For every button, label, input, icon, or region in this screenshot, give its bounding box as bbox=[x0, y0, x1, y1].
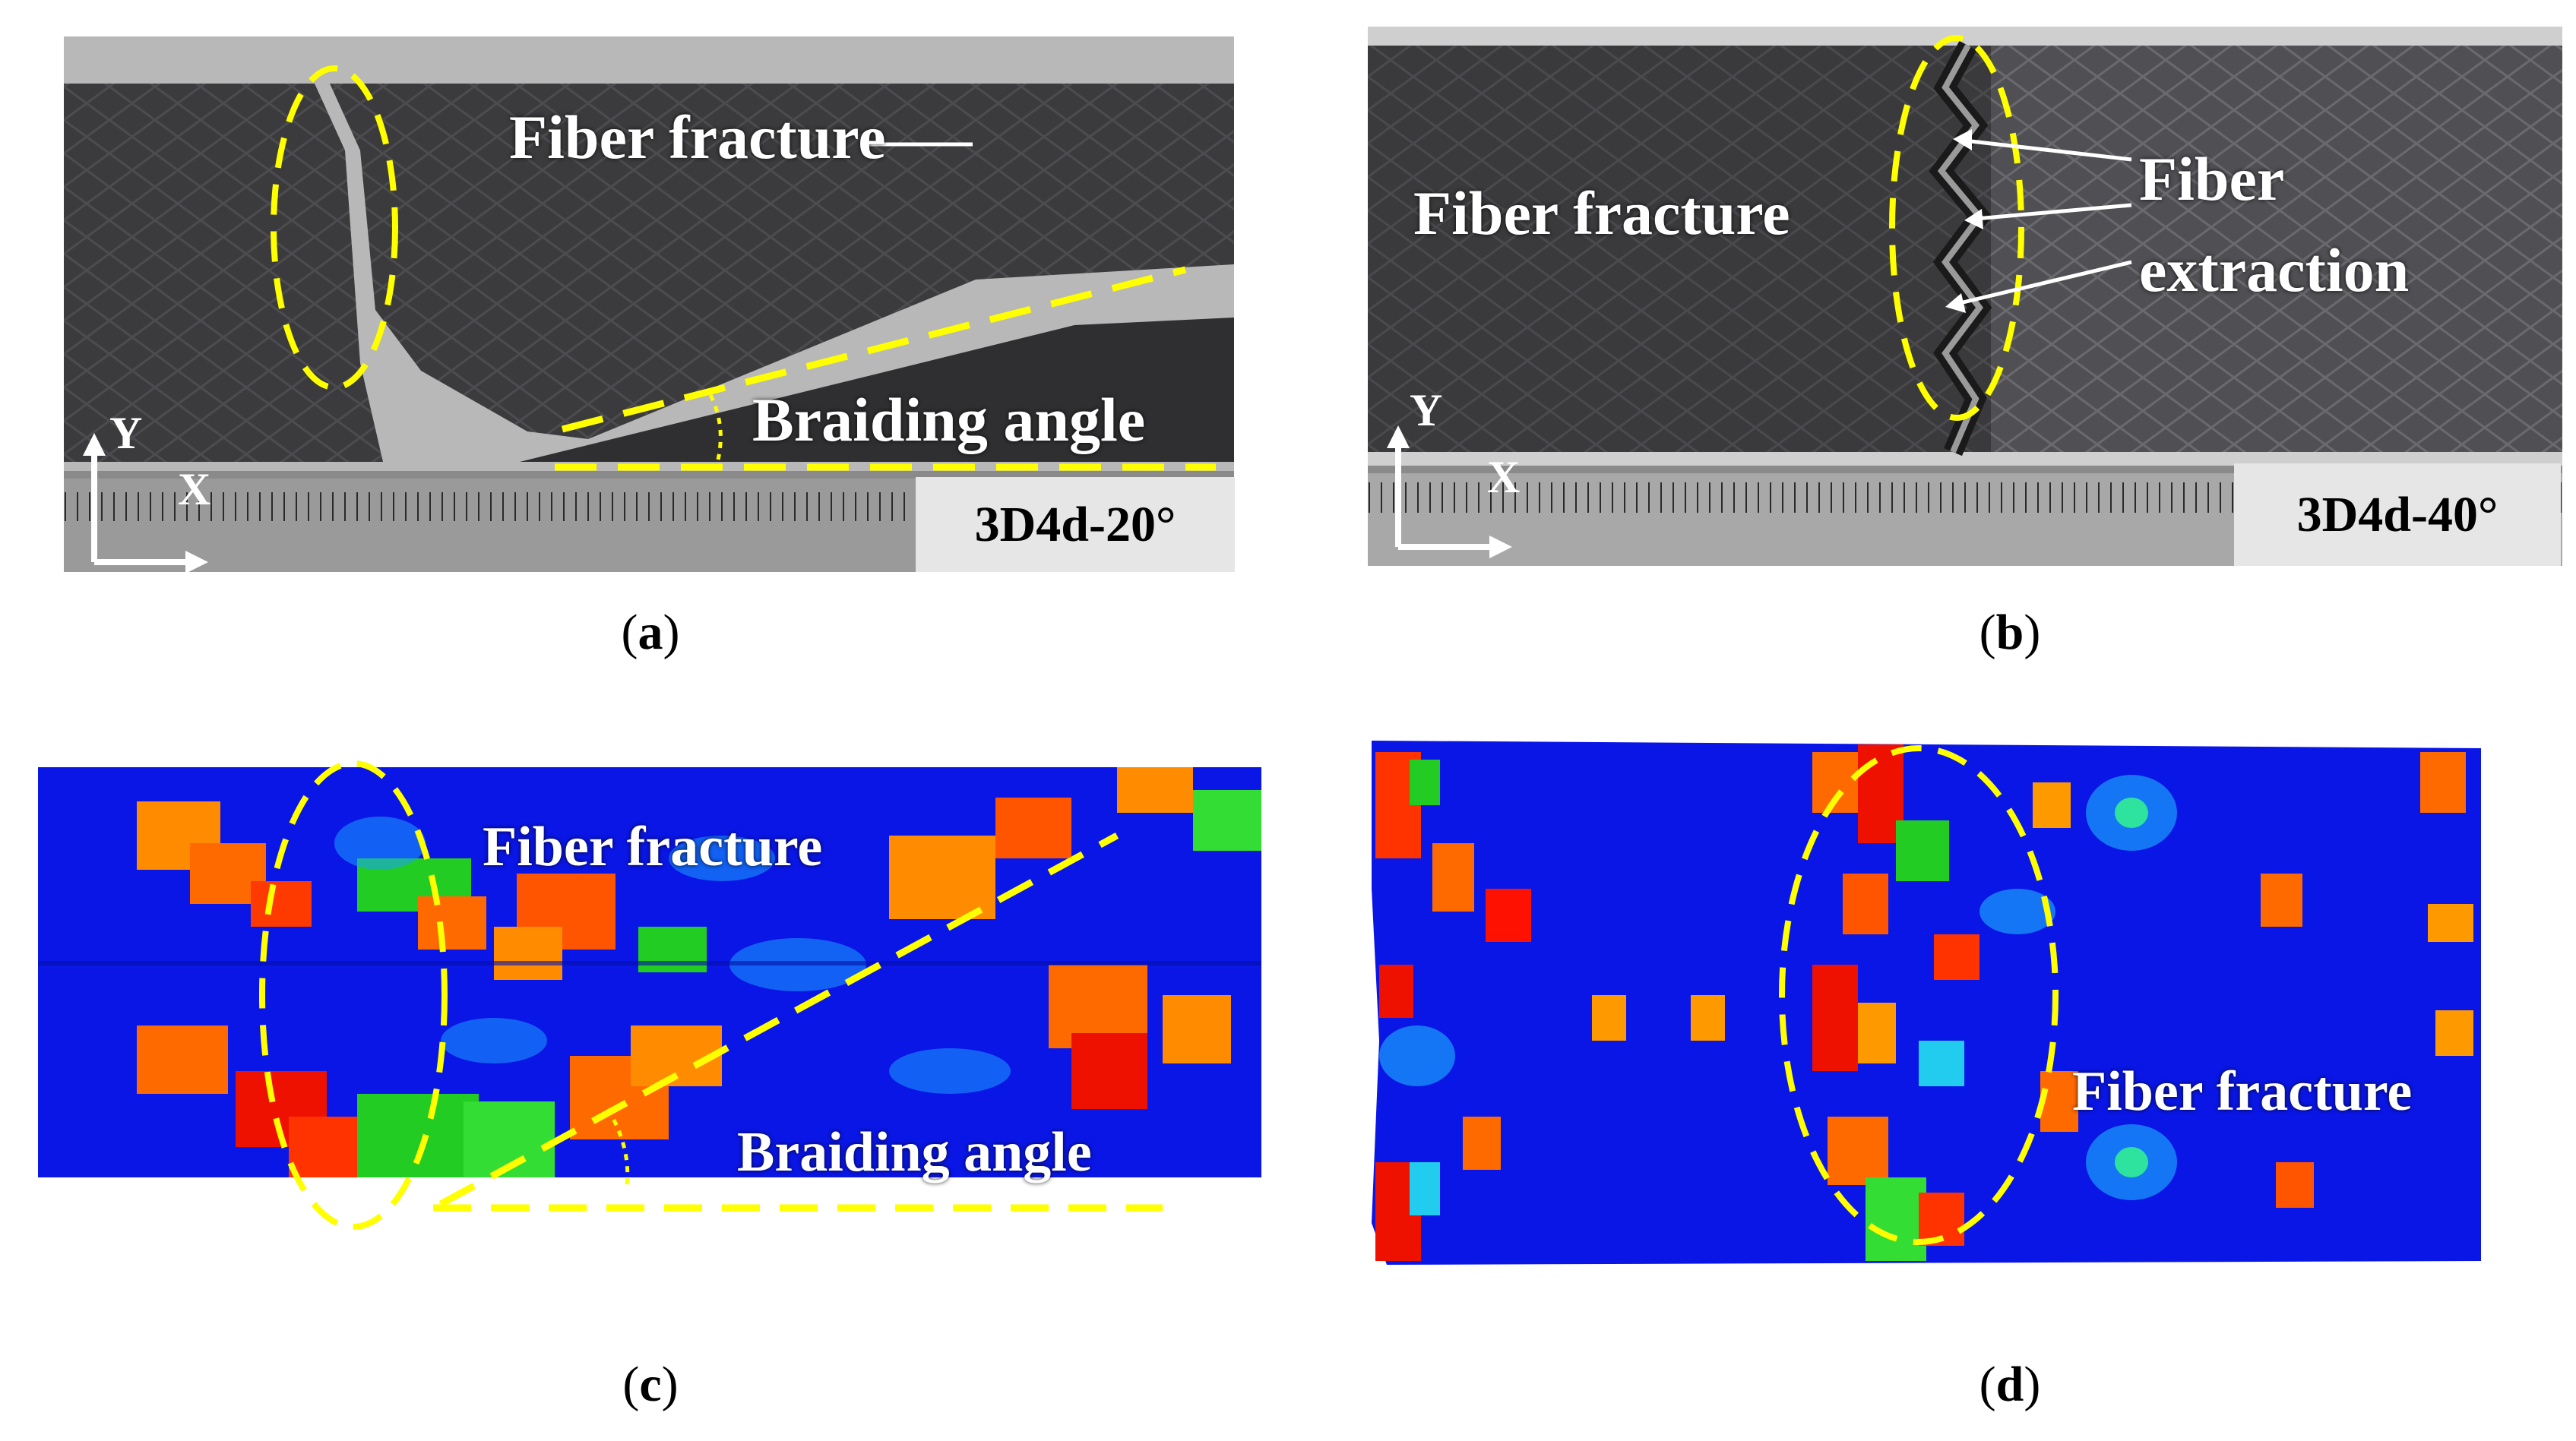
highlight-overlay-c bbox=[259, 760, 1163, 1230]
axis-y-label-b: Y bbox=[1410, 385, 1443, 435]
axis-x-label-b: X bbox=[1487, 452, 1521, 502]
panel-d: Fiber fracture (d) bbox=[1288, 699, 2576, 1441]
caption-c: (c) bbox=[622, 1357, 679, 1412]
caption-d: (d) bbox=[1979, 1357, 2041, 1412]
panel-c: Fiber fracture Braiding angle (c) bbox=[0, 699, 1288, 1441]
axis-indicator-a bbox=[83, 433, 208, 574]
simulation-damage-map-d bbox=[1372, 737, 2481, 1269]
panel-a: Fiber fracture Braiding angle 3D4d-20° Y… bbox=[0, 0, 1288, 684]
sample-tag-40deg: 3D4d-40° bbox=[2234, 463, 2561, 566]
simulation-damage-map-c bbox=[38, 767, 1261, 1177]
label-extraction-b: extraction bbox=[2139, 235, 2410, 305]
axis-indicator-b bbox=[1387, 425, 1512, 558]
panel-b: Fiber fracture Fiber extraction 3D4d-40°… bbox=[1288, 0, 2576, 684]
photo-specimen-40deg bbox=[1368, 27, 2562, 566]
label-fiber-fracture-d: Fiber fracture bbox=[2072, 1060, 2413, 1123]
axis-x-label-a: X bbox=[178, 464, 211, 514]
label-braiding-angle-c: Braiding angle bbox=[737, 1121, 1092, 1183]
highlight-overlay-d bbox=[1779, 745, 2059, 1245]
caption-b: (b) bbox=[1979, 605, 2041, 660]
caption-a: (a) bbox=[621, 605, 680, 660]
label-fiber-fracture-a: Fiber fracture bbox=[509, 103, 886, 172]
sample-tag-20deg: 3D4d-20° bbox=[916, 477, 1235, 572]
highlight-overlay-a bbox=[271, 65, 1216, 471]
label-fiber-b: Fiber bbox=[2139, 144, 2285, 213]
highlight-overlay-b bbox=[1889, 35, 2132, 421]
label-fiber-fracture-b: Fiber fracture bbox=[1413, 179, 1790, 248]
label-braiding-angle-a: Braiding angle bbox=[752, 385, 1146, 454]
label-fiber-fracture-c: Fiber fracture bbox=[483, 816, 823, 878]
axis-y-label-a: Y bbox=[109, 408, 143, 458]
